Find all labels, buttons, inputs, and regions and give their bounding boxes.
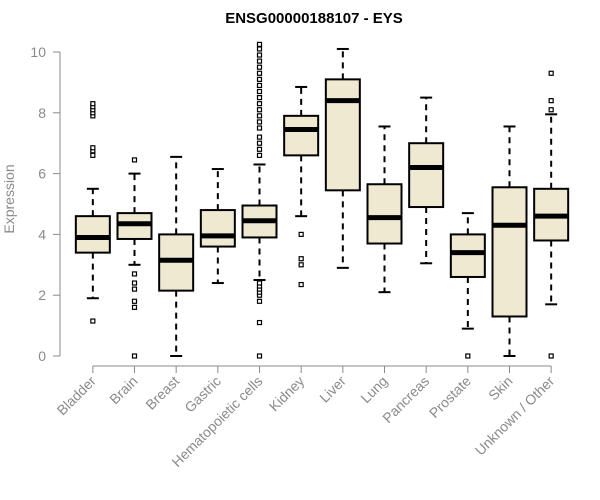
outlier-point xyxy=(256,140,263,146)
outlier-point xyxy=(256,298,263,304)
x-tick-label: Skin xyxy=(485,373,516,404)
outlier-point xyxy=(298,262,304,268)
outlier-point xyxy=(256,280,263,286)
outlier-point xyxy=(548,353,554,359)
outlier-point xyxy=(256,107,263,113)
outlier-point xyxy=(90,152,96,158)
outlier-point xyxy=(548,98,554,104)
outlier-point xyxy=(256,113,263,119)
iqr-box xyxy=(408,142,445,209)
y-axis-label: Expression xyxy=(1,164,17,233)
outlier-point xyxy=(256,52,263,58)
outlier-point xyxy=(256,94,263,101)
outlier-point xyxy=(131,286,138,292)
x-tick-label: Breast xyxy=(142,373,182,413)
outlier-point xyxy=(256,119,263,125)
box-group xyxy=(366,125,403,294)
x-tick-label: Kidney xyxy=(266,373,308,415)
x-tick-label: Prostate xyxy=(426,373,474,421)
box-group xyxy=(116,157,153,359)
iqr-box xyxy=(449,233,486,278)
iqr-box xyxy=(283,114,320,157)
outlier-point xyxy=(465,353,471,359)
x-tick-label: Unknown / Other xyxy=(472,373,558,459)
iqr-box xyxy=(74,215,111,254)
outlier-point xyxy=(90,318,96,324)
box-group xyxy=(158,155,195,357)
outlier-point xyxy=(298,256,304,262)
box-group xyxy=(324,47,361,269)
outlier-point xyxy=(90,145,96,151)
outlier-point xyxy=(131,304,138,310)
outlier-point xyxy=(256,64,263,70)
outlier-point xyxy=(256,41,263,48)
iqr-box xyxy=(491,186,528,318)
chart-title: ENSG00000188107 - EYS xyxy=(225,10,403,27)
iqr-box xyxy=(366,183,403,245)
box-group xyxy=(241,41,278,359)
x-tick-label: Bladder xyxy=(54,373,100,419)
outlier-point xyxy=(90,101,96,107)
outlier-point xyxy=(256,146,263,152)
outlier-point xyxy=(256,353,263,359)
outlier-point xyxy=(256,58,263,64)
x-tick-label: Lung xyxy=(357,373,390,406)
outlier-point xyxy=(298,281,304,288)
box-group xyxy=(74,101,111,324)
boxes xyxy=(74,41,570,359)
outlier-point xyxy=(256,46,263,52)
outlier-point xyxy=(256,70,263,76)
outlier-point xyxy=(548,107,554,113)
outlier-point xyxy=(256,125,263,131)
box-group xyxy=(491,125,528,357)
iqr-box xyxy=(324,78,361,192)
y-tick-label: 4 xyxy=(38,226,46,242)
outlier-point xyxy=(131,280,138,286)
outlier-point xyxy=(256,101,263,107)
outlier-point xyxy=(256,319,263,326)
y-tick-label: 10 xyxy=(30,44,46,60)
outlier-point xyxy=(256,82,263,89)
x-tick-label: Liver xyxy=(316,373,349,406)
outlier-point xyxy=(548,70,554,76)
box-group xyxy=(449,212,486,359)
outlier-point xyxy=(131,353,138,359)
y-tick-label: 8 xyxy=(38,105,46,121)
outlier-point xyxy=(131,298,138,304)
y-tick-label: 0 xyxy=(38,348,46,364)
outlier-point xyxy=(256,134,263,140)
outlier-point xyxy=(256,76,263,82)
outlier-point xyxy=(256,88,263,95)
outlier-point xyxy=(256,152,263,158)
outlier-point xyxy=(131,157,138,163)
y-tick-label: 2 xyxy=(38,287,46,303)
x-tick-label: Brain xyxy=(106,373,140,407)
box-group xyxy=(283,85,320,288)
outlier-point xyxy=(131,271,138,277)
outlier-point xyxy=(298,231,304,237)
box-group xyxy=(408,96,445,265)
box-group xyxy=(533,70,570,359)
iqr-box xyxy=(199,209,236,248)
box-group xyxy=(199,168,236,285)
y-tick-label: 6 xyxy=(38,166,46,182)
